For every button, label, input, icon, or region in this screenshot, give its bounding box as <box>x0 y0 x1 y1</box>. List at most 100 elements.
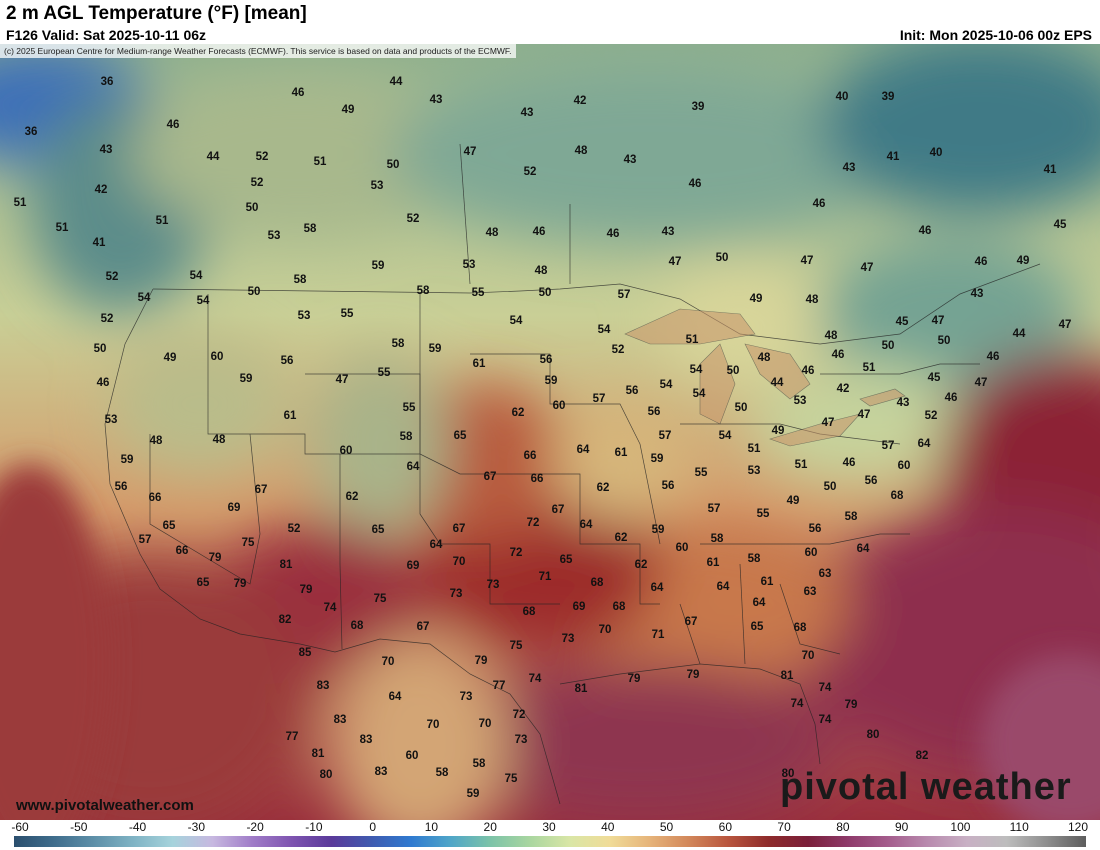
temp-label: 83 <box>334 714 347 726</box>
temp-label: 52 <box>612 344 625 356</box>
temp-label: 40 <box>836 91 849 103</box>
temp-label: 48 <box>535 265 548 277</box>
colorbar-tick-label: 50 <box>659 820 674 834</box>
ocean-tint <box>0 464 1100 820</box>
temp-label: 44 <box>207 151 220 163</box>
temp-label: 47 <box>669 256 682 268</box>
temp-label: 48 <box>806 294 819 306</box>
temp-label: 74 <box>819 714 832 726</box>
temp-label: 64 <box>389 691 402 703</box>
temp-label: 58 <box>436 767 449 779</box>
temp-label: 50 <box>735 402 748 414</box>
temp-label: 52 <box>407 213 420 225</box>
temp-label: 82 <box>279 614 292 626</box>
temp-label: 41 <box>93 237 106 249</box>
temp-label: 46 <box>533 226 546 238</box>
temp-label: 51 <box>863 362 876 374</box>
temp-label: 66 <box>149 492 162 504</box>
temp-label: 71 <box>539 571 552 583</box>
temp-label: 46 <box>975 256 988 268</box>
temp-label: 56 <box>115 481 128 493</box>
temp-label: 55 <box>472 287 485 299</box>
temp-label: 79 <box>845 699 858 711</box>
temp-label: 57 <box>139 534 152 546</box>
temp-label: 50 <box>727 365 740 377</box>
temp-label: 74 <box>819 682 832 694</box>
temp-label: 59 <box>121 454 134 466</box>
temp-label: 50 <box>387 159 400 171</box>
temp-label: 49 <box>1017 255 1030 267</box>
temp-label: 51 <box>686 334 699 346</box>
temp-label: 60 <box>340 445 353 457</box>
temp-label: 46 <box>97 377 110 389</box>
temp-label: 52 <box>524 166 537 178</box>
temp-label: 71 <box>652 629 665 641</box>
temp-label: 70 <box>479 718 492 730</box>
temp-label: 64 <box>407 461 420 473</box>
temp-label: 41 <box>887 151 900 163</box>
temp-label: 43 <box>897 397 910 409</box>
temp-label: 51 <box>795 459 808 471</box>
temp-label: 60 <box>211 351 224 363</box>
temp-label: 51 <box>14 197 27 209</box>
temp-label: 70 <box>599 624 612 636</box>
temp-label: 47 <box>336 374 349 386</box>
temp-label: 53 <box>794 395 807 407</box>
colorbar-tick-label: 90 <box>894 820 909 834</box>
temp-label: 43 <box>100 144 113 156</box>
temp-label: 66 <box>531 473 544 485</box>
temp-label: 59 <box>651 453 664 465</box>
temp-label: 57 <box>882 440 895 452</box>
temp-label: 56 <box>648 406 661 418</box>
colorbar-tick-label: 60 <box>718 820 733 834</box>
temp-label: 52 <box>925 410 938 422</box>
temp-label: 72 <box>510 547 523 559</box>
temp-label: 46 <box>167 119 180 131</box>
colorbar-tick-label: 10 <box>424 820 439 834</box>
temp-label: 62 <box>635 559 648 571</box>
temp-label: 43 <box>521 107 534 119</box>
temp-label: 54 <box>693 388 706 400</box>
temp-label: 60 <box>406 750 419 762</box>
temp-label: 61 <box>615 447 628 459</box>
colorbar-tick-label: 40 <box>601 820 615 834</box>
temp-label: 58 <box>304 223 317 235</box>
temp-label: 54 <box>138 292 151 304</box>
temp-label: 80 <box>782 768 795 780</box>
temp-label: 65 <box>163 520 176 532</box>
temp-label: 70 <box>802 650 815 662</box>
temp-label: 54 <box>690 364 703 376</box>
temp-label: 81 <box>781 670 794 682</box>
temp-label: 70 <box>427 719 440 731</box>
temp-label: 64 <box>580 519 593 531</box>
temp-label: 44 <box>390 76 403 88</box>
temp-label: 79 <box>687 669 700 681</box>
temp-label: 50 <box>246 202 259 214</box>
temperature-labels: 36 36 46 44 49 43 43 42 39 40 39 46 43 44 52 51 50 47 48 43… <box>14 76 1072 800</box>
temp-label: 57 <box>708 503 721 515</box>
colorbar-tick-label: -20 <box>246 820 264 834</box>
temp-label: 75 <box>505 773 518 785</box>
temp-label: 47 <box>858 409 871 421</box>
temp-label: 56 <box>540 354 553 366</box>
temp-label: 67 <box>255 484 268 496</box>
temp-label: 67 <box>685 616 698 628</box>
colorbar-tick-label: -10 <box>305 820 323 834</box>
temp-label: 47 <box>932 315 945 327</box>
temp-label: 58 <box>845 511 858 523</box>
colorbar-tick-label: 110 <box>1009 820 1029 834</box>
temp-label: 80 <box>867 729 880 741</box>
site-url-link[interactable]: www.pivotalweather.com <box>16 797 194 814</box>
temp-label: 59 <box>372 260 385 272</box>
temperature-map[interactable]: 36 36 46 44 49 43 43 42 39 40 39 46 43 44 52 51 50 47 48 43… <box>0 44 1100 820</box>
temp-label: 46 <box>945 392 958 404</box>
temp-label: 56 <box>281 355 294 367</box>
temp-label: 58 <box>400 431 413 443</box>
temp-label: 60 <box>676 542 689 554</box>
temp-label: 47 <box>861 262 874 274</box>
temp-label: 58 <box>392 338 405 350</box>
temp-label: 53 <box>748 465 761 477</box>
temp-label: 65 <box>560 554 573 566</box>
temp-label: 51 <box>156 215 169 227</box>
temp-label: 61 <box>284 410 297 422</box>
